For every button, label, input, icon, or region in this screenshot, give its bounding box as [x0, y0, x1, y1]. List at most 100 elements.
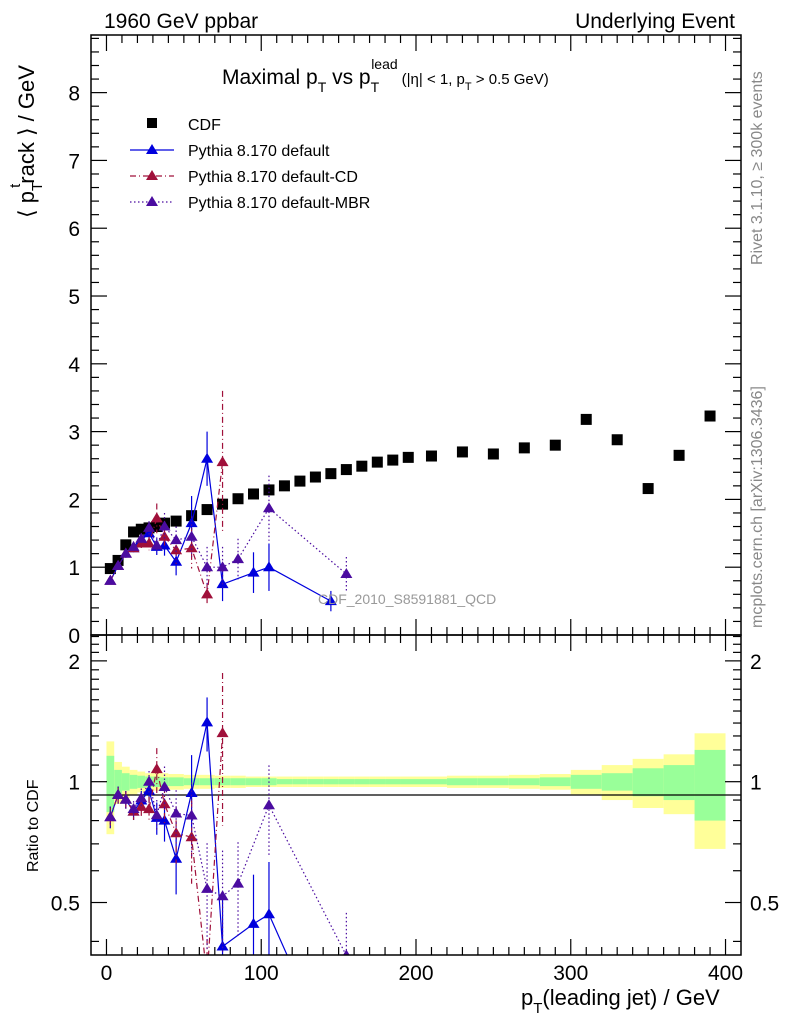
cdf-data-point — [487, 448, 499, 460]
y-tick-label: 8 — [68, 83, 80, 106]
ratio-band-inner-bin — [114, 769, 122, 795]
ratio-band-inner-bin — [307, 779, 324, 785]
ratio-band-inner-bin — [121, 773, 130, 791]
legend-marker-default — [146, 144, 158, 154]
ratio-tick-label-left: 1 — [68, 772, 80, 795]
ratio-band-inner-bin — [323, 779, 339, 785]
ratio-point-default — [201, 716, 214, 727]
ratio-point-mbr — [185, 809, 198, 820]
data-point-mbr — [158, 520, 171, 531]
ratio-point-mbr — [216, 890, 229, 901]
legend-marker-mbr — [146, 196, 158, 206]
cdf-data-point — [580, 413, 592, 425]
cdf-data-point — [518, 442, 530, 454]
data-point-mbr — [119, 547, 132, 558]
main-plot-data — [104, 390, 716, 612]
analysis-watermark: CDF_2010_S8591881_QCD — [318, 591, 496, 607]
cdf-data-point — [642, 483, 654, 495]
cdf-data-point — [673, 449, 685, 461]
cdf-data-point — [263, 484, 275, 496]
cdf-data-point — [248, 488, 259, 500]
series-line-mbr — [109, 507, 347, 582]
ratio-point-cd — [201, 972, 213, 982]
ratio-point-mbr — [150, 809, 163, 820]
plot-title: Maximal pT vs pTlead(|η| < 1, pT > 0.5 G… — [222, 56, 549, 95]
cdf-data-point — [425, 450, 437, 462]
ratio-band-inner-bin — [245, 778, 262, 786]
cdf-data-point — [104, 563, 116, 575]
ratio-point-cd — [216, 727, 229, 738]
ratio-point-cd — [185, 831, 198, 842]
cdf-data-point — [611, 434, 623, 446]
ratio-point-mbr — [343, 949, 350, 955]
legend-label-mbr: Pythia 8.170 default-MBR — [188, 195, 370, 212]
x-axis-label: pT(leading jet) / GeV — [521, 985, 720, 1017]
cdf-data-point — [387, 454, 399, 466]
ratio-band-inner-bin — [152, 776, 161, 788]
x-tick-label: 200 — [398, 962, 433, 985]
data-point-cd — [216, 456, 229, 467]
rivet-version-label: Rivet 3.1.10, ≥ 300k events — [749, 71, 766, 265]
data-point-mbr — [185, 530, 198, 541]
cdf-data-point — [549, 439, 561, 451]
ratio-point-mbr — [112, 788, 125, 799]
ratio-band-inner-bin — [508, 778, 540, 786]
legend-entry-cd: Pythia 8.170 default-CD — [130, 169, 358, 186]
ratio-band-inner-bin — [663, 765, 695, 801]
ratio-band-inner-bin — [601, 773, 633, 791]
ratio-tick-label-right: 1 — [750, 772, 762, 795]
data-point-default — [324, 595, 337, 606]
ratio-band-inner-bin — [400, 779, 416, 785]
cdf-data-point — [128, 526, 140, 538]
legend-label-cdf: CDF — [188, 117, 221, 134]
cdf-data-point — [325, 468, 337, 480]
data-point-cd — [143, 537, 156, 548]
ratio-band-inner-bin — [137, 775, 146, 788]
ratio-band-inner-bin — [539, 777, 571, 787]
cdf-data-point — [456, 446, 468, 458]
ratio-tick-label-right: 0.5 — [750, 893, 779, 916]
ratio-band-inner-bin — [230, 778, 246, 786]
data-point-mbr — [135, 532, 148, 543]
data-point-cd — [185, 542, 198, 553]
ratio-point-mbr — [158, 781, 171, 792]
cdf-data-point — [120, 539, 132, 551]
data-point-mbr — [170, 534, 183, 545]
cdf-data-point — [278, 480, 290, 492]
cdf-data-point — [201, 504, 213, 516]
x-tick-label: 400 — [708, 962, 743, 985]
data-point-default — [201, 452, 214, 463]
legend-entry-default: Pythia 8.170 default — [130, 143, 330, 160]
legend-marker-cd — [146, 170, 158, 180]
cdf-data-point — [704, 410, 716, 422]
ratio-point-mbr — [201, 882, 214, 893]
x-tick-label: 100 — [244, 962, 279, 985]
header-right-label: Underlying Event — [575, 10, 735, 33]
data-point-mbr — [216, 561, 229, 572]
ratio-band-inner-bin — [292, 779, 308, 785]
ratio-band-inner-bin — [369, 779, 386, 785]
ratio-plot-data — [104, 673, 350, 982]
ratio-band-inner-bin — [385, 779, 401, 785]
ratio-line-mbr — [109, 779, 347, 955]
data-point-cd — [158, 530, 171, 541]
legend: CDF Pythia 8.170 default Pythia 8.170 de… — [130, 117, 370, 212]
data-point-cd — [170, 544, 183, 555]
data-point-mbr — [262, 502, 275, 513]
y-axis-label: ⟨ pTtrack ⟩ / GeV — [7, 65, 46, 218]
y-tick-label: 3 — [68, 422, 80, 445]
ratio-point-default — [158, 814, 171, 825]
x-tick-label: 0 — [101, 962, 113, 985]
data-point-mbr — [112, 559, 125, 570]
data-point-mbr — [143, 521, 156, 532]
cdf-data-point — [371, 456, 383, 468]
ratio-band-inner-bin — [694, 749, 726, 821]
legend-label-default: Pythia 8.170 default — [188, 143, 330, 160]
cdf-data-point — [340, 464, 352, 476]
ratio-band-inner-bin — [106, 755, 115, 813]
x-tick-label: 300 — [553, 962, 588, 985]
header-left-label: 1960 GeV ppbar — [104, 10, 258, 33]
data-point-mbr — [127, 540, 140, 551]
